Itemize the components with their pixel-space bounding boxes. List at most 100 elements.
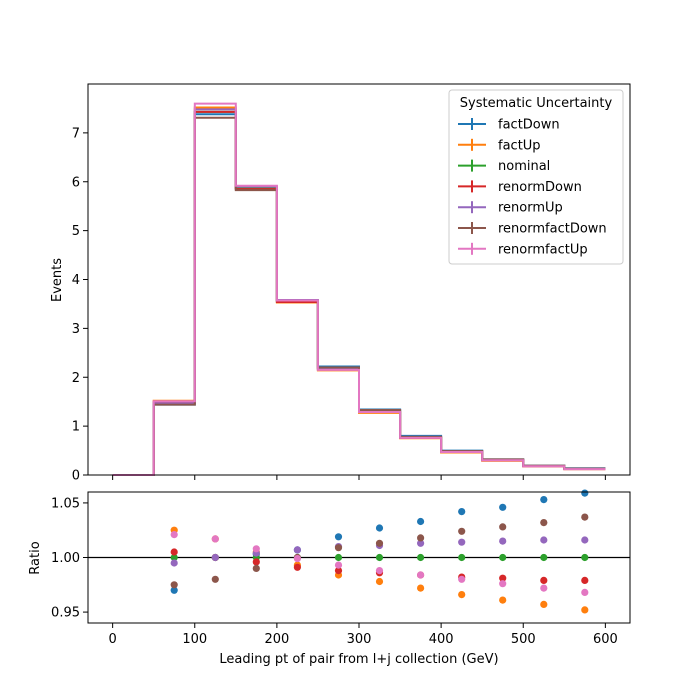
ratio-point-renormfactUp [417,571,425,579]
legend-label-nominal: nominal [498,159,550,174]
ratio-point-renormfactDown [458,527,466,535]
ratio-point-renormfactUp [252,545,260,553]
main-plot-area [112,102,606,476]
ratio-x-tick-label: 0 [108,632,116,647]
ratio-point-renormfactUp [334,561,343,569]
ratio-point-renormUp [581,536,589,544]
ratio-point-factDown [540,496,548,504]
main-y-axis-label: Events [50,258,65,302]
ratio-point-factUp [540,600,548,609]
legend-label-renormfactUp: renormfactUp [498,242,588,257]
legend-label-factDown: factDown [498,118,560,133]
ratio-point-renormUp [417,539,425,547]
ratio-point-renormDown [252,558,260,566]
ratio-point-renormfactDown [334,544,343,552]
ratio-point-renormUp [458,538,466,546]
ratio-y-tick-label: 0.95 [51,606,80,621]
main-y-tick-label: 4 [72,273,80,288]
ratio-x-tick-label: 200 [264,632,289,647]
ratio-point-factDown [581,489,589,497]
ratio-point-nominal [540,553,548,562]
ratio-point-factUp [581,606,589,614]
legend-label-renormUp: renormUp [498,201,563,216]
legend-label-renormDown: renormDown [498,180,582,195]
ratio-point-renormUp [540,536,548,544]
ratio-point-renormfactUp [375,567,384,575]
main-y-tick-label: 0 [72,469,80,484]
ratio-point-nominal [170,553,178,562]
ratio-point-factDown [458,508,466,516]
main-y-tick-label: 3 [72,322,80,337]
ratio-point-renormDown [170,548,178,556]
ratio-point-renormfactUp [458,575,466,583]
ratio-point-renormfactDown [499,523,507,531]
ratio-plot-area [88,489,630,614]
ratio-point-renormDown [540,576,548,585]
ratio-x-tick-label: 100 [182,632,207,647]
ratio-y-tick-label: 1.05 [51,496,80,511]
main-y-tick-label: 6 [72,175,80,190]
ratio-x-tick-label: 400 [429,632,454,647]
main-panel: 0 1 2 3 4 5 6 7 Events Systematic Uncertainty f… [50,83,631,484]
ratio-point-factDown [375,524,384,532]
ratio-point-factUp [417,584,425,592]
ratio-point-factUp [375,577,384,586]
ratio-point-renormfactUp [499,580,507,588]
ratio-point-factDown [499,503,507,511]
ratio-point-renormDown [334,567,343,575]
ratio-point-factDown [334,533,343,541]
ratio-point-nominal [581,553,589,562]
ratio-point-renormfactDown [252,564,260,573]
ratio-point-nominal [334,553,343,562]
ratio-point-renormfactDown [581,513,589,521]
ratio-panel: 0.95 1.00 1.05 0 100 200 300 400 500 600 Ratio L… [28,489,631,667]
ratio-point-renormUp [170,559,178,567]
ratio-point-nominal [417,553,425,562]
ratio-point-nominal [499,553,507,562]
ratio-point-renormfactUp [293,555,301,563]
main-y-tick-label: 2 [72,371,80,386]
legend-label-renormfactDown: renormfactDown [498,222,607,237]
ratio-point-renormfactUp [540,584,548,592]
ratio-x-ticks: 0 100 200 300 400 500 600 [108,623,618,647]
main-y-tick-label: 7 [72,126,80,141]
ratio-point-nominal [458,553,466,562]
ratio-x-tick-label: 600 [593,632,618,647]
ratio-point-factDown [417,517,425,526]
ratio-point-renormDown [581,576,589,585]
x-axis-label: Leading pt of pair from l+j collection (… [219,652,498,667]
legend: Systematic Uncertainty factDown factUp nom… [448,89,624,265]
ratio-point-renormfactUp [581,588,589,597]
ratio-y-ticks: 0.95 1.00 1.05 [51,496,88,621]
legend-entries: factDown factUp nominal renormDown renormUp r… [458,118,607,257]
ratio-point-renormUp [293,546,301,554]
ratio-point-renormUp [211,553,219,562]
series-line-renormfactUp [112,102,606,476]
ratio-point-renormfactUp [170,531,178,539]
main-y-ticks: 0 1 2 3 4 5 6 7 [72,126,88,484]
ratio-point-renormfactDown [170,581,178,589]
ratio-point-factUp [458,591,466,599]
ratio-point-renormfactDown [211,575,219,583]
ratio-point-renormDown [293,563,301,571]
legend-label-factUp: factUp [498,138,541,153]
legend-title: Systematic Uncertainty [460,96,613,111]
ratio-point-nominal [375,553,384,562]
ratio-point-factUp [499,596,507,604]
ratio-x-tick-label: 500 [511,632,536,647]
main-x-ticks [112,475,606,480]
ratio-point-renormfactDown [417,534,425,542]
main-y-tick-label: 1 [72,420,80,435]
ratio-point-renormfactDown [375,539,384,547]
ratio-y-axis-label: Ratio [28,541,43,574]
ratio-point-renormfactUp [211,535,219,543]
ratio-point-renormDown [499,574,507,582]
ratio-point-renormfactDown [540,519,548,527]
ratio-y-tick-label: 1.00 [51,551,80,566]
main-y-tick-label: 5 [72,224,80,239]
ratio-point-renormUp [499,537,507,545]
ratio-point-factDown [170,586,178,594]
ratio-x-tick-label: 300 [347,632,372,647]
legend-box [448,89,624,265]
